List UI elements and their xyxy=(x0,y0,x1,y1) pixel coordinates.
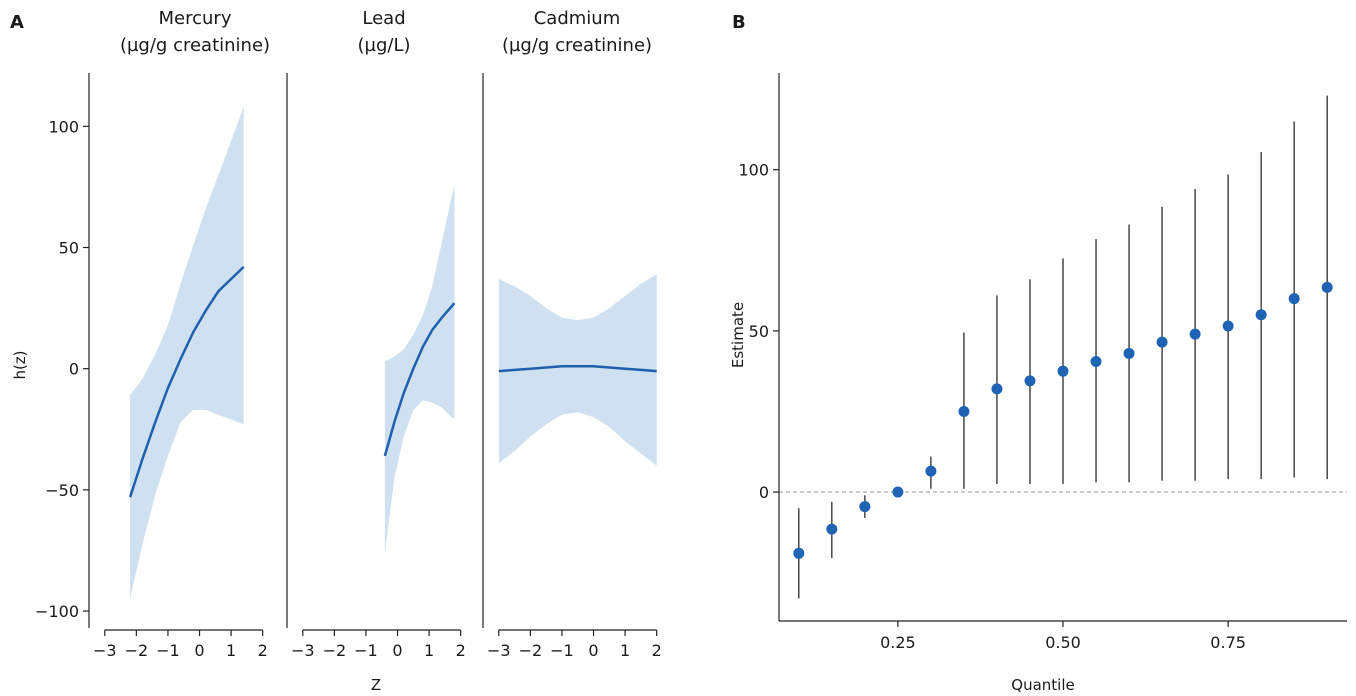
x-tick-label: 1 xyxy=(226,641,236,660)
x-tick-label: 0 xyxy=(194,641,204,660)
x-tick-label: 1 xyxy=(620,641,630,660)
data-point-3 xyxy=(892,486,904,498)
series-line-0 xyxy=(128,265,245,498)
x-tick-label: −2 xyxy=(323,641,347,660)
x-tick-label: −3 xyxy=(291,641,315,660)
ci-band-0 xyxy=(130,106,244,599)
y-tick-label: 100 xyxy=(48,117,79,136)
panel-label-b: B xyxy=(732,12,746,33)
x-tick-label: −1 xyxy=(156,641,180,660)
x-tick-label: 2 xyxy=(258,641,268,660)
data-point-12 xyxy=(1189,328,1201,340)
subtitle-mercury-line1: Mercury xyxy=(159,8,232,29)
x-tick-label: 0 xyxy=(392,641,402,660)
panel-b-y-tick-label: 100 xyxy=(738,161,769,180)
subtitle-lead-line2: (µg/L) xyxy=(357,35,410,56)
x-tick-label: 1 xyxy=(424,641,434,660)
y-tick-label: 50 xyxy=(59,238,79,257)
panel-a-ylabel: h(z) xyxy=(11,350,29,379)
subtitle-cadmium-line2: (µg/g creatinine) xyxy=(502,35,652,56)
data-point-13 xyxy=(1222,320,1234,332)
y-tick-label: −100 xyxy=(35,602,79,621)
x-tick-label: −2 xyxy=(125,641,149,660)
ci-band-2 xyxy=(498,274,657,466)
subtitle-cadmium-line1: Cadmium xyxy=(534,8,621,29)
subtitle-mercury-line2: (µg/g creatinine) xyxy=(120,35,270,56)
y-tick-label: 0 xyxy=(69,360,79,379)
data-point-10 xyxy=(1123,347,1135,359)
x-tick-label: −1 xyxy=(550,641,574,660)
data-point-11 xyxy=(1156,336,1168,348)
panel-b-xlabel: Quantile xyxy=(1011,676,1074,694)
panel-b-ylabel: Estimate xyxy=(729,302,747,368)
data-point-9 xyxy=(1090,356,1102,368)
data-point-1 xyxy=(826,523,838,535)
series-line-2 xyxy=(498,365,657,373)
plot-layer: −3 −2 −1 0 1 2 −3 −2 −1 0 1 2 −3 −2 −1 0 1 2 −100 −50 0 50 100… xyxy=(35,73,1347,660)
x-tick-label: −3 xyxy=(487,641,511,660)
ci-band-1 xyxy=(384,184,455,553)
x-tick-label: 0 xyxy=(588,641,598,660)
panel-b-x-tick-label: 0.50 xyxy=(1045,633,1081,652)
panel-b-y-tick-label: 50 xyxy=(749,322,769,341)
data-point-5 xyxy=(958,405,970,417)
x-tick-label: 2 xyxy=(456,641,466,660)
panel-b-x-tick-label: 0.25 xyxy=(880,633,916,652)
data-point-4 xyxy=(925,465,937,477)
series-line-1 xyxy=(383,302,456,457)
x-tick-label: 2 xyxy=(652,641,662,660)
data-point-2 xyxy=(859,501,871,513)
x-tick-label: −1 xyxy=(354,641,378,660)
data-point-8 xyxy=(1057,365,1069,377)
data-point-15 xyxy=(1288,293,1300,305)
data-point-0 xyxy=(793,547,805,559)
x-tick-label: −2 xyxy=(519,641,543,660)
data-point-16 xyxy=(1321,281,1333,293)
subtitle-lead-line1: Lead xyxy=(362,8,405,29)
panel-b-x-tick-label: 0.75 xyxy=(1210,633,1246,652)
panel-b-y-tick-label: 0 xyxy=(759,483,769,502)
x-tick-label: −3 xyxy=(93,641,117,660)
data-point-14 xyxy=(1255,309,1267,321)
data-point-6 xyxy=(991,383,1003,395)
data-point-7 xyxy=(1024,375,1036,387)
panel-label-a: A xyxy=(10,12,24,33)
y-tick-label: −50 xyxy=(45,481,79,500)
panel-a-xlabel: Z xyxy=(371,676,381,694)
